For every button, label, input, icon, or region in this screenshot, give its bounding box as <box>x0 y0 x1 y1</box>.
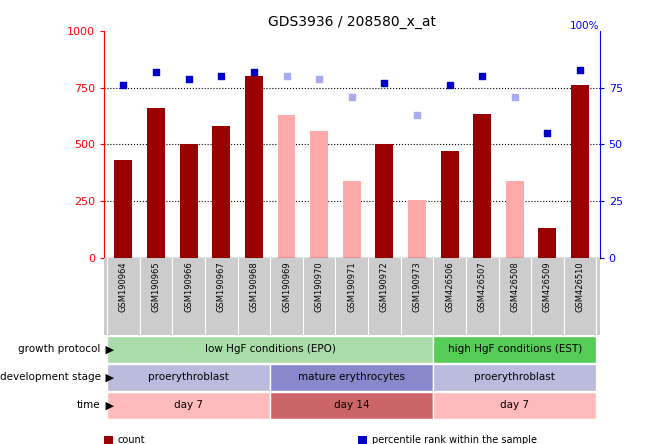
Text: development stage: development stage <box>0 372 100 382</box>
Text: GSM190970: GSM190970 <box>315 262 324 312</box>
Bar <box>408 200 426 258</box>
Bar <box>115 160 133 258</box>
Bar <box>539 228 556 258</box>
Bar <box>343 181 360 258</box>
Text: GSM426508: GSM426508 <box>511 262 519 312</box>
Point <box>379 79 390 87</box>
Bar <box>147 108 165 258</box>
Text: count: count <box>117 436 145 444</box>
Bar <box>433 336 596 363</box>
Text: 100%: 100% <box>570 21 600 31</box>
Bar <box>310 131 328 258</box>
Point <box>411 111 422 119</box>
Bar <box>270 364 433 391</box>
Text: GSM190968: GSM190968 <box>249 262 259 312</box>
Text: percentile rank within the sample: percentile rank within the sample <box>372 436 537 444</box>
Point <box>249 68 259 75</box>
Point <box>346 93 357 100</box>
Bar <box>571 85 589 258</box>
Text: low HgF conditions (EPO): low HgF conditions (EPO) <box>205 344 336 354</box>
Text: day 14: day 14 <box>334 400 370 410</box>
Bar <box>473 114 491 258</box>
Point <box>216 73 226 80</box>
Bar <box>180 144 198 258</box>
Point <box>444 82 455 89</box>
Text: GSM426507: GSM426507 <box>478 262 486 312</box>
Text: ▶: ▶ <box>102 400 114 410</box>
Text: GSM190967: GSM190967 <box>217 262 226 312</box>
Bar <box>270 392 433 419</box>
Bar <box>433 392 596 419</box>
Bar <box>107 336 433 363</box>
Text: time: time <box>77 400 100 410</box>
Text: GSM426506: GSM426506 <box>445 262 454 312</box>
Text: GSM190964: GSM190964 <box>119 262 128 312</box>
Title: GDS3936 / 208580_x_at: GDS3936 / 208580_x_at <box>268 15 436 29</box>
Bar <box>375 144 393 258</box>
Point <box>542 130 553 137</box>
Bar <box>212 126 230 258</box>
Point <box>477 73 488 80</box>
Text: GSM190965: GSM190965 <box>151 262 161 312</box>
Text: proerythroblast: proerythroblast <box>148 372 229 382</box>
Bar <box>245 76 263 258</box>
Point <box>151 68 161 75</box>
Text: day 7: day 7 <box>174 400 203 410</box>
Text: growth protocol: growth protocol <box>18 344 100 354</box>
Text: GSM426509: GSM426509 <box>543 262 552 312</box>
Bar <box>441 151 458 258</box>
Bar <box>433 364 596 391</box>
Bar <box>107 364 270 391</box>
Bar <box>107 392 270 419</box>
Bar <box>277 115 295 258</box>
Point <box>509 93 520 100</box>
Text: day 7: day 7 <box>500 400 529 410</box>
Point <box>575 66 586 73</box>
Text: GSM190969: GSM190969 <box>282 262 291 312</box>
Point <box>314 75 324 82</box>
Point <box>281 73 292 80</box>
Text: GSM190966: GSM190966 <box>184 262 193 312</box>
Point <box>184 75 194 82</box>
Text: GSM190973: GSM190973 <box>413 262 421 312</box>
Text: mature erythrocytes: mature erythrocytes <box>298 372 405 382</box>
Text: high HgF conditions (EST): high HgF conditions (EST) <box>448 344 582 354</box>
Text: GSM190972: GSM190972 <box>380 262 389 312</box>
Text: GSM426510: GSM426510 <box>576 262 585 312</box>
Point <box>118 82 129 89</box>
Text: ▶: ▶ <box>102 372 114 382</box>
Text: proerythroblast: proerythroblast <box>474 372 555 382</box>
Text: ▶: ▶ <box>102 344 114 354</box>
Bar <box>506 181 524 258</box>
Text: GSM190971: GSM190971 <box>347 262 356 312</box>
